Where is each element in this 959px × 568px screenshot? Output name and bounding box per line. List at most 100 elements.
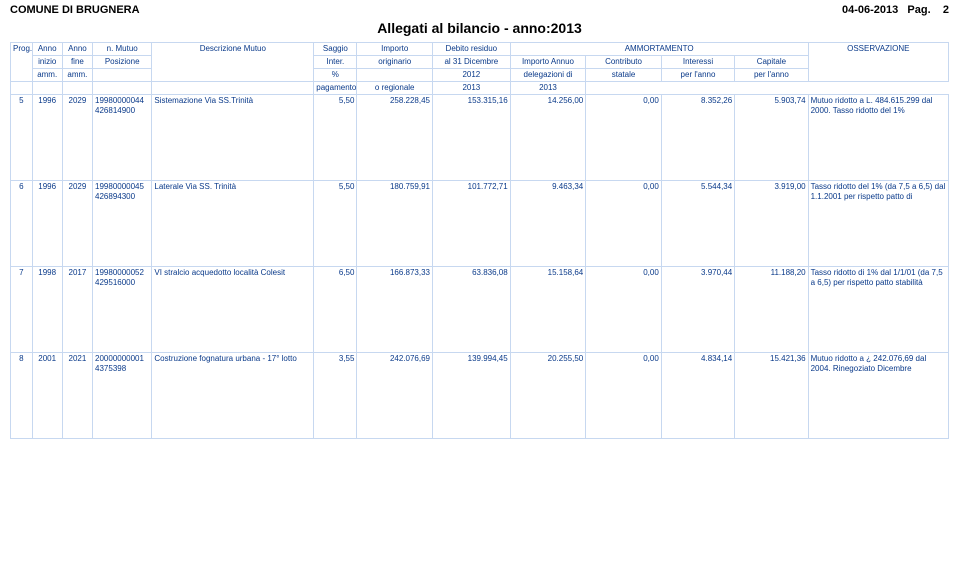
cell-debito: 153.315,16	[433, 95, 511, 181]
th-inizio: inizio	[32, 56, 62, 69]
th-peranno1: per l'anno	[661, 69, 734, 82]
th-statale: statale	[586, 69, 662, 82]
cell-mutuo-pos: 200000000014375398	[93, 353, 152, 439]
th-fine: fine	[62, 56, 92, 69]
th-blank-mutuo	[93, 69, 152, 82]
cell-anno-inizio: 2001	[32, 353, 62, 439]
cell-interessi: 3.970,44	[661, 267, 734, 353]
th-interessi: Interessi	[661, 56, 734, 69]
cell-saggio: 5,50	[314, 181, 357, 267]
table-row: 51996202919980000044426814900Sistemazion…	[11, 95, 949, 181]
cell-prog: 7	[11, 267, 33, 353]
cell-impannuo: 9.463,34	[510, 181, 586, 267]
th-osservazione: OSSERVAZIONE	[808, 43, 948, 82]
table-row: 820012021200000000014375398Costruzione f…	[11, 353, 949, 439]
th-posizione: Posizione	[93, 56, 152, 69]
cell-importo: 180.759,91	[357, 181, 433, 267]
th-2012: 2012	[433, 69, 511, 82]
th-anno-inizio: Anno	[32, 43, 62, 56]
cell-importo: 166.873,33	[357, 267, 433, 353]
cell-contrib: 0,00	[586, 95, 662, 181]
data-table: Prog. Anno Anno n. Mutuo Descrizione Mut…	[10, 42, 949, 439]
table-head: Prog. Anno Anno n. Mutuo Descrizione Mut…	[11, 43, 949, 95]
th-pagamento: pagamento	[314, 82, 357, 95]
cell-prog: 5	[11, 95, 33, 181]
cell-anno-inizio: 1998	[32, 267, 62, 353]
th-blank-imp	[357, 69, 433, 82]
cell-mutuo-pos: 19980000045426894300	[93, 181, 152, 267]
th-originario: originario	[357, 56, 433, 69]
pag-number: 2	[943, 4, 949, 16]
cell-desc: Costruzione fognatura urbana - 17° lotto	[152, 353, 314, 439]
cell-impannuo: 20.255,50	[510, 353, 586, 439]
cell-contrib: 0,00	[586, 353, 662, 439]
cell-osservazione: Mutuo ridotto a L. 484.615.299 dal 2000.…	[808, 95, 948, 181]
cell-importo: 258.228,45	[357, 95, 433, 181]
th-amm1: amm.	[32, 69, 62, 82]
page: COMUNE DI BRUGNERA 04-06-2013 Pag. 2 All…	[0, 0, 959, 439]
header-right: 04-06-2013 Pag. 2	[842, 4, 949, 16]
cell-desc: Laterale Via SS. Trinità	[152, 181, 314, 267]
print-date: 04-06-2013	[842, 4, 898, 16]
th-blank-c	[62, 82, 92, 95]
pag-label: Pag.	[907, 4, 930, 16]
th-peranno2: per l'anno	[735, 69, 808, 82]
th-percent: %	[314, 69, 357, 82]
cell-contrib: 0,00	[586, 267, 662, 353]
cell-osservazione: Tasso ridotto del 1% (da 7,5 a 6,5) dal …	[808, 181, 948, 267]
th-saggio: Saggio	[314, 43, 357, 56]
th-delegazioni: delegazioni di	[510, 69, 586, 82]
th-inter: Inter.	[314, 56, 357, 69]
cell-interessi: 5.544,34	[661, 181, 734, 267]
cell-prog: 8	[11, 353, 33, 439]
cell-interessi: 4.834,14	[661, 353, 734, 439]
cell-anno-inizio: 1996	[32, 95, 62, 181]
th-blank-b	[32, 82, 62, 95]
th-contributo: Contributo	[586, 56, 662, 69]
cell-anno-fine: 2029	[62, 95, 92, 181]
th-regionale: o regionale	[357, 82, 433, 95]
cell-prog: 6	[11, 181, 33, 267]
th-impannuo: Importo Annuo	[510, 56, 586, 69]
cell-debito: 63.836,08	[433, 267, 511, 353]
cell-saggio: 3,55	[314, 353, 357, 439]
cell-interessi: 8.352,26	[661, 95, 734, 181]
cell-impannuo: 15.158,64	[510, 267, 586, 353]
th-blank-e	[152, 82, 314, 95]
report-title: Allegati al bilancio - anno:2013	[10, 20, 949, 36]
cell-anno-inizio: 1996	[32, 181, 62, 267]
cell-debito: 101.772,71	[433, 181, 511, 267]
th-blank-a	[11, 82, 33, 95]
th-debito: Debito residuo	[433, 43, 511, 56]
cell-osservazione: Mutuo ridotto a ¿ 242.076,69 dal 2004. R…	[808, 353, 948, 439]
th-mutuo: n. Mutuo	[93, 43, 152, 56]
cell-desc: Sistemazione Via SS.Trinità	[152, 95, 314, 181]
cell-saggio: 5,50	[314, 95, 357, 181]
th-al31dic: al 31 Dicembre	[433, 56, 511, 69]
cell-importo: 242.076,69	[357, 353, 433, 439]
cell-capitale: 15.421,36	[735, 353, 808, 439]
th-importo: Importo	[357, 43, 433, 56]
cell-contrib: 0,00	[586, 181, 662, 267]
cell-capitale: 5.903,74	[735, 95, 808, 181]
th-amm2: amm.	[62, 69, 92, 82]
cell-capitale: 11.188,20	[735, 267, 808, 353]
cell-debito: 139.994,45	[433, 353, 511, 439]
header-top: COMUNE DI BRUGNERA 04-06-2013 Pag. 2	[10, 4, 949, 16]
th-desc: Descrizione Mutuo	[152, 43, 314, 82]
cell-mutuo-pos: 19980000052429516000	[93, 267, 152, 353]
th-ammortamento: AMMORTAMENTO	[510, 43, 808, 56]
cell-anno-fine: 2029	[62, 181, 92, 267]
th-prog: Prog.	[11, 43, 33, 82]
cell-osservazione: Tasso ridotto di 1% dal 1/1/01 (da 7,5 a…	[808, 267, 948, 353]
th-capitale: Capitale	[735, 56, 808, 69]
comune-name: COMUNE DI BRUGNERA	[10, 4, 140, 16]
cell-anno-fine: 2017	[62, 267, 92, 353]
cell-anno-fine: 2021	[62, 353, 92, 439]
th-2013b: 2013	[510, 82, 586, 95]
cell-saggio: 6,50	[314, 267, 357, 353]
cell-capitale: 3.919,00	[735, 181, 808, 267]
table-row: 61996202919980000045426894300Laterale Vi…	[11, 181, 949, 267]
th-2013a: 2013	[433, 82, 511, 95]
table-body: 51996202919980000044426814900Sistemazion…	[11, 95, 949, 439]
